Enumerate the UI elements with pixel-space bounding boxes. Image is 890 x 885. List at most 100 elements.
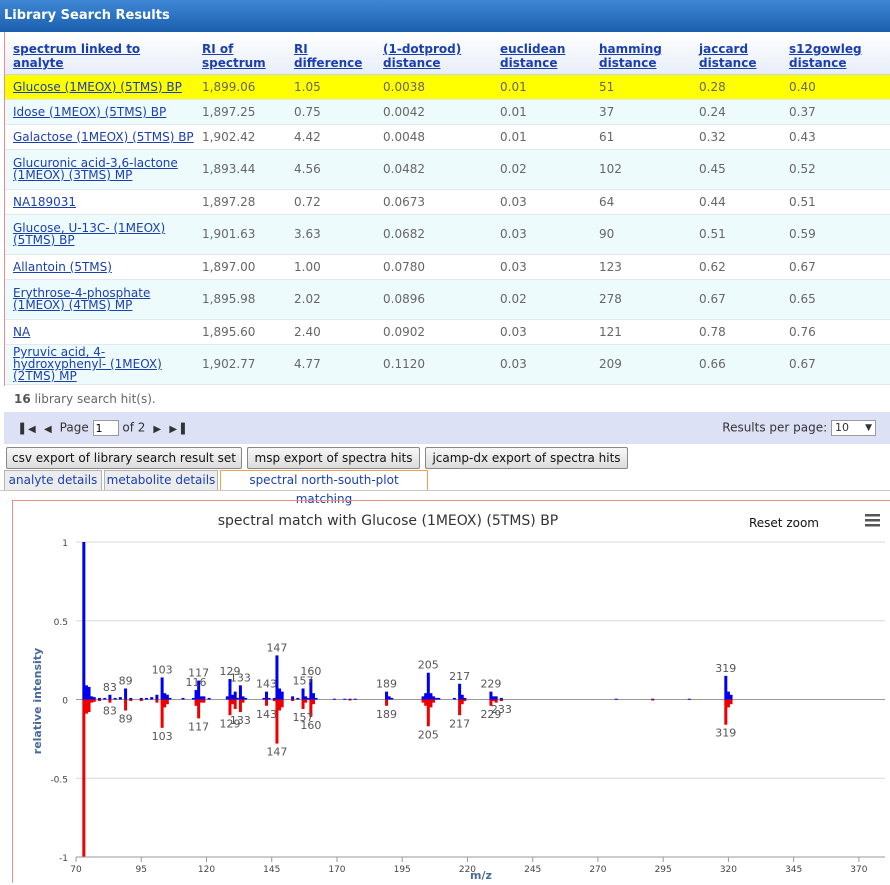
library-peak-bar[interactable]: [726, 699, 730, 708]
table-row[interactable]: Allantoin (5TMS) 1,897.00 1.00 0.0780 0.03 12…: [5, 254, 890, 280]
analyte-peak-bar[interactable]: [92, 697, 96, 700]
library-peak-bar[interactable]: [199, 699, 203, 703]
library-peak-bar[interactable]: [309, 699, 313, 717]
library-peak-bar[interactable]: [348, 699, 352, 701]
analyte-peak-bar[interactable]: [129, 697, 133, 700]
analyte-peak-bar[interactable]: [202, 696, 206, 700]
analyte-peak-bar[interactable]: [97, 697, 101, 700]
library-peak-bar[interactable]: [729, 699, 733, 705]
library-peak-bar[interactable]: [424, 699, 428, 706]
analyte-peak-bar[interactable]: [348, 698, 352, 700]
analyte-peak-bar[interactable]: [463, 697, 467, 700]
analyte-peak-bar[interactable]: [458, 683, 462, 700]
library-peak-bar[interactable]: [291, 699, 295, 702]
analyte-peak-bar[interactable]: [494, 696, 498, 700]
analyte-peak-bar[interactable]: [191, 697, 195, 700]
spectrum-link-cell[interactable]: NA: [5, 319, 194, 345]
analyte-peak-bar[interactable]: [144, 697, 148, 700]
results-per-page-select[interactable]: 10 ▼: [831, 420, 876, 436]
analyte-peak-bar[interactable]: [228, 679, 232, 700]
analyte-peak-bar[interactable]: [724, 675, 728, 700]
analyte-peak-bar[interactable]: [296, 697, 300, 700]
analyte-peak-bar[interactable]: [651, 698, 655, 700]
analyte-peak-bar[interactable]: [238, 685, 242, 700]
library-peak-bar[interactable]: [421, 699, 425, 703]
library-peak-bar[interactable]: [160, 699, 164, 728]
spectrum-link[interactable]: Glucose, U-13C- (1MEOX) (5TMS) BP: [13, 221, 166, 247]
spectrum-link-cell[interactable]: Glucose, U-13C- (1MEOX) (5TMS) BP: [5, 214, 194, 255]
library-peak-bar[interactable]: [301, 699, 305, 709]
analyte-peak-bar[interactable]: [118, 697, 122, 700]
analyte-peak-bar[interactable]: [262, 697, 266, 700]
analyte-peak-bar[interactable]: [275, 655, 279, 700]
col-header-s12gowleg[interactable]: s12gowleg distance: [781, 32, 890, 75]
analyte-peak-bar[interactable]: [434, 697, 438, 700]
analyte-peak-bar[interactable]: [160, 677, 164, 700]
analyte-peak-bar[interactable]: [155, 694, 159, 700]
analyte-peak-bar[interactable]: [429, 693, 433, 700]
analyte-peak-bar[interactable]: [280, 691, 284, 700]
library-peak-bar[interactable]: [124, 699, 128, 711]
table-row[interactable]: Glucose, U-13C- (1MEOX) (5TMS) BP 1,901.6…: [5, 214, 890, 255]
library-peak-bar[interactable]: [385, 699, 389, 706]
library-peak-bar[interactable]: [311, 699, 315, 705]
spectrum-link[interactable]: Allantoin (5TMS): [13, 259, 112, 274]
analyte-peak-bar[interactable]: [492, 696, 496, 700]
first-page-icon[interactable]: ▌◀: [20, 423, 36, 435]
col-header-ri-difference[interactable]: RI difference: [286, 32, 375, 75]
analyte-peak-bar[interactable]: [139, 697, 143, 700]
prev-page-icon[interactable]: ◀: [43, 423, 52, 435]
library-peak-bar[interactable]: [228, 699, 232, 716]
analyte-peak-bar[interactable]: [432, 696, 436, 700]
library-peak-bar[interactable]: [163, 699, 167, 708]
analyte-peak-bar[interactable]: [301, 688, 305, 700]
col-header-dotprod[interactable]: (1-dotprod) distance: [375, 32, 492, 75]
analyte-peak-bar[interactable]: [90, 696, 94, 700]
spectrum-link[interactable]: Glucose (1MEOX) (5TMS) BP: [13, 79, 182, 94]
spectrum-link[interactable]: Erythrose-4-phosphate (1MEOX) (4TMS) MP: [13, 286, 151, 312]
spectrum-link[interactable]: NA189031: [13, 194, 76, 209]
analyte-peak-bar[interactable]: [231, 694, 235, 700]
library-peak-bar[interactable]: [233, 699, 237, 709]
library-peak-bar[interactable]: [460, 699, 464, 705]
analyte-peak-bar[interactable]: [426, 672, 430, 700]
analyte-peak-bar[interactable]: [272, 697, 276, 700]
analyte-peak-bar[interactable]: [194, 690, 198, 700]
analyte-peak-bar[interactable]: [241, 696, 245, 700]
analyte-peak-bar[interactable]: [387, 696, 391, 700]
library-peak-bar[interactable]: [272, 699, 276, 702]
analyte-peak-bar[interactable]: [103, 697, 107, 700]
col-header-jaccard[interactable]: jaccard distance: [691, 32, 781, 75]
library-peak-bar[interactable]: [492, 699, 496, 702]
tab-spectral-matching[interactable]: spectral north-south-plot matching: [220, 470, 428, 506]
analyte-peak-bar[interactable]: [309, 679, 313, 700]
library-peak-bar[interactable]: [231, 699, 235, 705]
reset-zoom-button[interactable]: Reset zoom: [749, 516, 819, 530]
analyte-peak-bar[interactable]: [304, 696, 308, 700]
library-peak-bar[interactable]: [129, 699, 133, 702]
analyte-peak-bar[interactable]: [84, 685, 88, 700]
analyte-peak-bar[interactable]: [437, 697, 441, 700]
library-peak-bar[interactable]: [241, 699, 245, 703]
spectrum-link[interactable]: Glucuronic acid-3,6-lactone (1MEOX) (3TM…: [13, 156, 178, 182]
tab-metabolite-details[interactable]: metabolite details: [104, 470, 218, 490]
library-peak-bar[interactable]: [304, 699, 308, 703]
spectrum-link[interactable]: Pyruvic acid, 4-hydroxyphenyl- (1MEOX) (…: [13, 345, 162, 383]
table-row[interactable]: NA189031 1,897.28 0.72 0.0673 0.03 64 0.44 0.51: [5, 189, 890, 215]
analyte-peak-bar[interactable]: [233, 691, 237, 700]
analyte-peak-bar[interactable]: [181, 697, 185, 700]
library-peak-bar[interactable]: [494, 699, 498, 703]
table-row[interactable]: Galactose (1MEOX) (5TMS) BP 1,902.42 4.42 0…: [5, 124, 890, 150]
library-peak-bar[interactable]: [238, 699, 242, 713]
analyte-peak-bar[interactable]: [124, 688, 128, 700]
analyte-peak-bar[interactable]: [278, 688, 282, 700]
library-peak-bar[interactable]: [724, 699, 728, 725]
library-peak-bar[interactable]: [165, 699, 169, 705]
library-peak-bar[interactable]: [197, 699, 201, 719]
analyte-peak-bar[interactable]: [421, 696, 425, 700]
library-peak-bar[interactable]: [463, 699, 467, 702]
library-peak-bar[interactable]: [97, 699, 101, 702]
msp-export-button[interactable]: msp export of spectra hits: [247, 447, 420, 469]
analyte-peak-bar[interactable]: [163, 693, 167, 700]
